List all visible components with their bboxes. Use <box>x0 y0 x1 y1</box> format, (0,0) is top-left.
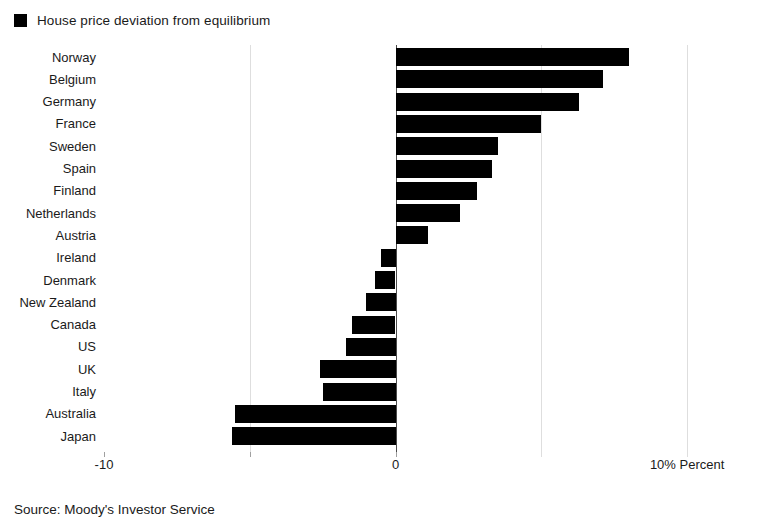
category-label: US <box>0 336 96 358</box>
category-label: Denmark <box>0 269 96 291</box>
legend: House price deviation from equilibrium <box>14 13 270 28</box>
bar <box>396 70 603 88</box>
category-label: Spain <box>0 158 96 180</box>
x-tick-label: 0 <box>392 457 399 472</box>
bar <box>232 427 395 445</box>
category-label: UK <box>0 358 96 380</box>
bar <box>396 115 542 133</box>
category-label: Australia <box>0 403 96 425</box>
gridline <box>250 45 251 457</box>
legend-swatch-icon <box>14 14 27 27</box>
category-label: Canada <box>0 314 96 336</box>
bar <box>381 249 396 267</box>
legend-label: House price deviation from equilibrium <box>37 13 270 28</box>
category-label: Germany <box>0 91 96 113</box>
chart-canvas: House price deviation from equilibrium N… <box>0 0 768 530</box>
category-label: Netherlands <box>0 202 96 224</box>
bar <box>375 271 395 289</box>
bar <box>320 360 396 378</box>
bar <box>396 137 498 155</box>
category-label: Belgium <box>0 68 96 90</box>
bar <box>396 182 478 200</box>
bar <box>396 226 428 244</box>
bar <box>396 93 580 111</box>
x-tick-label: 10% Percent <box>650 457 724 472</box>
bar <box>346 338 396 356</box>
plot-area <box>104 45 760 452</box>
bar <box>235 405 395 423</box>
bar <box>396 160 492 178</box>
bar <box>323 383 396 401</box>
gridline <box>687 45 688 457</box>
bar <box>352 316 396 334</box>
source-note: Source: Moody's Investor Service <box>14 502 215 517</box>
x-tick-label: -10 <box>95 457 114 472</box>
category-label: Italy <box>0 381 96 403</box>
category-label: New Zealand <box>0 291 96 313</box>
category-label: Japan <box>0 425 96 447</box>
bar <box>396 48 629 66</box>
category-label: Ireland <box>0 247 96 269</box>
bar <box>396 204 460 222</box>
bar <box>366 293 395 311</box>
category-label: France <box>0 113 96 135</box>
category-label: Austria <box>0 224 96 246</box>
category-label: Finland <box>0 180 96 202</box>
x-axis: -10 0 10% Percent <box>0 457 768 475</box>
category-label: Norway <box>0 46 96 68</box>
category-label-column: NorwayBelgiumGermanyFranceSwedenSpainFin… <box>0 45 96 452</box>
category-label: Sweden <box>0 135 96 157</box>
